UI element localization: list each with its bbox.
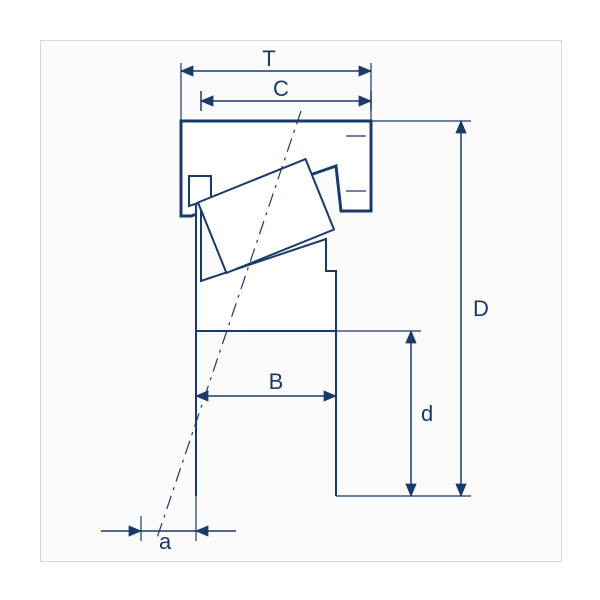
label-C: C [273,76,289,101]
dim-C: C [201,76,371,111]
dim-d: d [336,331,433,496]
label-d: d [421,401,433,426]
dim-B: B [196,331,336,406]
bearing-diagram: T C B D d a [41,41,561,561]
label-a: a [159,529,172,554]
label-T: T [262,46,275,71]
label-D: D [473,296,489,321]
label-B: B [269,369,284,394]
diagram-frame: T C B D d a [40,40,562,562]
